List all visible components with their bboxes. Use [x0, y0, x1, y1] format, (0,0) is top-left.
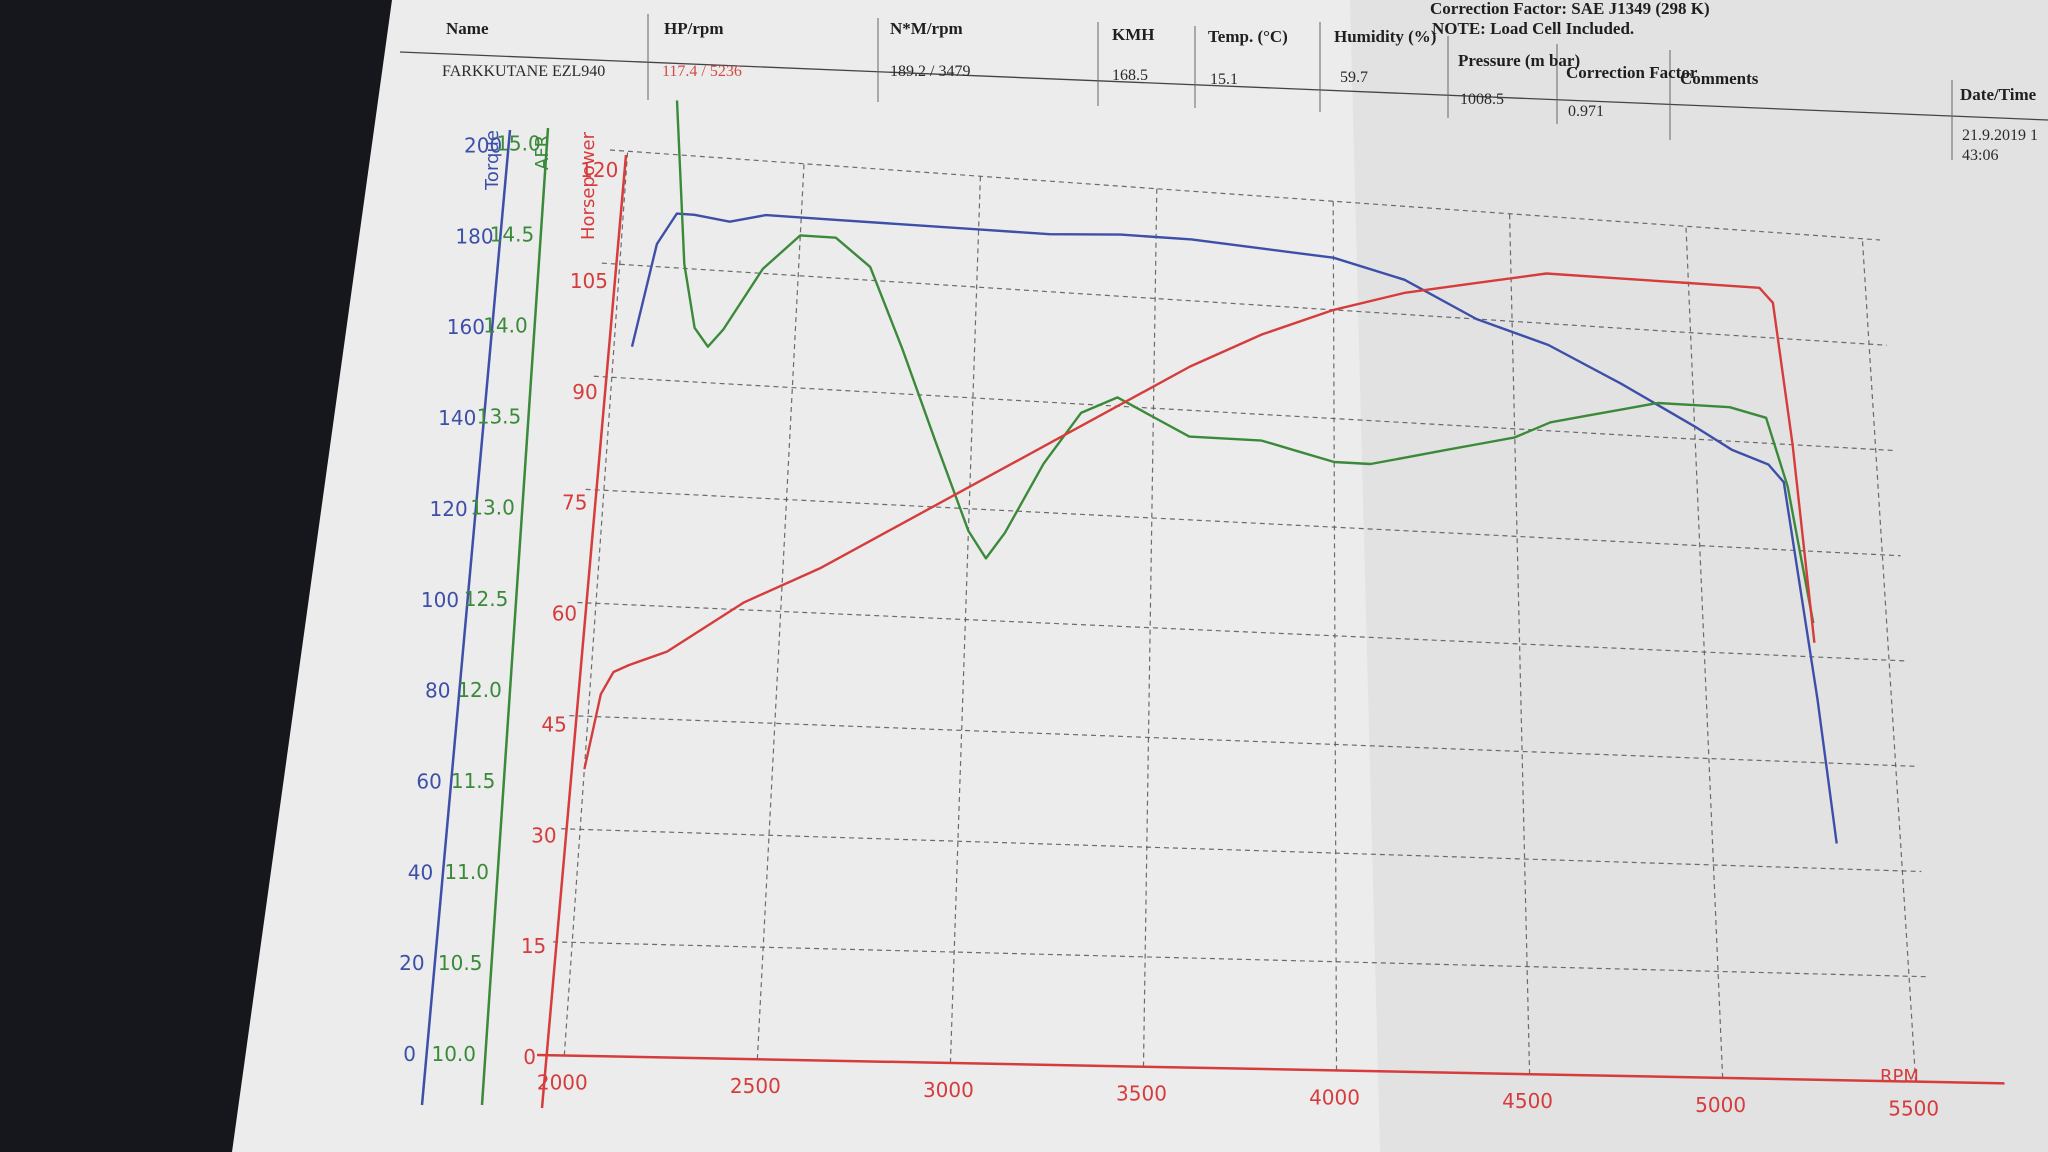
val-name: FARKKUTANE EZL940 [442, 63, 605, 80]
x-tick-label: 5000 [1695, 1093, 1746, 1117]
y-axis-line [420, 129, 512, 1106]
col-hp-rpm: HP/rpm [664, 19, 724, 38]
x-axis-title: RPM [1880, 1066, 1919, 1087]
y-tick-label: 30 [531, 823, 556, 847]
val-temp: 15.1 [1210, 71, 1238, 88]
note-correction: Correction Factor: SAE J1349 (298 K) [1430, 0, 1710, 18]
dyno-chart: 2000 2500 3000 3500 4000 4500 5000 5500RPMTorqu… [399, 100, 2005, 1121]
grid-line-x [756, 163, 805, 1060]
x-tick-label: 3500 [1116, 1082, 1167, 1106]
y-tick-label: 13.0 [470, 496, 515, 520]
col-date-time: Date/Time [1960, 85, 2037, 104]
y-axis-title: AFR [532, 135, 553, 170]
y-tick-label: 80 [425, 679, 450, 703]
x-tick-label: 5500 [1888, 1097, 1939, 1121]
y-tick-label: 45 [541, 712, 566, 736]
grid-line-y [585, 488, 1901, 557]
y-tick-label: 105 [570, 269, 608, 293]
series-line-horsepower [583, 272, 1816, 770]
note-load-cell: NOTE: Load Cell Included. [1432, 19, 1634, 38]
col-nm-rpm: N*M/rpm [890, 19, 963, 38]
y-tick-label: 0 [523, 1045, 536, 1069]
grid-line-y [553, 941, 1929, 978]
val-hp-rpm: 117.4 / 5236 [662, 63, 742, 80]
x-tick-label: 2500 [730, 1074, 781, 1098]
series-line-torque [630, 212, 1838, 844]
x-tick-label: 4000 [1309, 1085, 1360, 1109]
grid-line-y [601, 262, 1887, 346]
grid-line-y [561, 828, 1922, 873]
y-tick-label: 140 [438, 406, 476, 430]
col-name: Name [446, 19, 489, 38]
y-tick-label: 20 [399, 951, 424, 975]
y-tick-label: 14.5 [490, 223, 535, 247]
y-tick-label: 180 [455, 224, 493, 248]
grid-line-x [1861, 238, 1917, 1082]
grid-line-y [577, 601, 1908, 662]
val-kmh: 168.5 [1112, 67, 1148, 84]
y-tick-label: 11.5 [451, 769, 496, 793]
y-tick-label: 12.0 [457, 678, 502, 702]
x-axis-line [536, 1053, 2005, 1085]
y-tick-label: 14.0 [483, 314, 528, 338]
y-tick-label: 13.5 [477, 405, 522, 429]
y-tick-label: 160 [447, 315, 485, 339]
y-tick-label: 12.5 [464, 587, 509, 611]
y-tick-label: 60 [416, 769, 441, 793]
y-tick-label: 100 [421, 588, 459, 612]
y-axis-title: Horsepower [578, 131, 599, 240]
val-nm-rpm: 189.2 / 3479 [890, 63, 970, 80]
x-tick-label: 4500 [1502, 1089, 1553, 1113]
val-correction-factor: 0.971 [1568, 103, 1604, 120]
y-tick-label: 15.0 [496, 132, 541, 156]
col-kmh: KMH [1112, 25, 1155, 44]
y-tick-label: 10.5 [438, 951, 483, 975]
series-line-afr [675, 100, 1815, 624]
y-tick-label: 120 [430, 497, 468, 521]
y-tick-label: 0 [403, 1042, 416, 1066]
y-tick-label: 11.0 [444, 860, 489, 884]
col-comments: Comments [1680, 69, 1759, 88]
grid-line-y [593, 375, 1894, 452]
paper-shadow [1350, 0, 2048, 1152]
col-humidity: Humidity (%) [1334, 27, 1436, 46]
y-axis-line [480, 127, 550, 1106]
val-date: 21.9.2019 1 [1962, 127, 2038, 144]
col-pressure: Pressure (m bar) [1458, 51, 1580, 70]
y-tick-label: 15 [521, 934, 546, 958]
y-tick-label: 200 [464, 134, 502, 158]
val-pressure: 1008.5 [1460, 91, 1504, 108]
y-tick-label: 40 [408, 860, 433, 884]
col-temp: Temp. (°C) [1208, 27, 1288, 46]
y-tick-label: 60 [552, 602, 577, 626]
grid-line-x [1142, 188, 1158, 1067]
col-correction-factor: Correction Factor [1566, 63, 1698, 82]
y-tick-label: 90 [572, 380, 597, 404]
val-time: 43:06 [1962, 147, 1998, 164]
y-tick-label: 10.0 [431, 1042, 476, 1066]
header-table: Correction Factor: SAE J1349 (298 K) NOT… [399, 0, 2048, 164]
val-humidity: 59.7 [1340, 69, 1368, 86]
y-tick-label: 75 [562, 491, 587, 515]
y-axis-title: Torque [482, 130, 503, 191]
y-axis-line [540, 154, 628, 1109]
x-tick-label: 3000 [923, 1078, 974, 1102]
y-tick-label: 120 [580, 158, 618, 182]
